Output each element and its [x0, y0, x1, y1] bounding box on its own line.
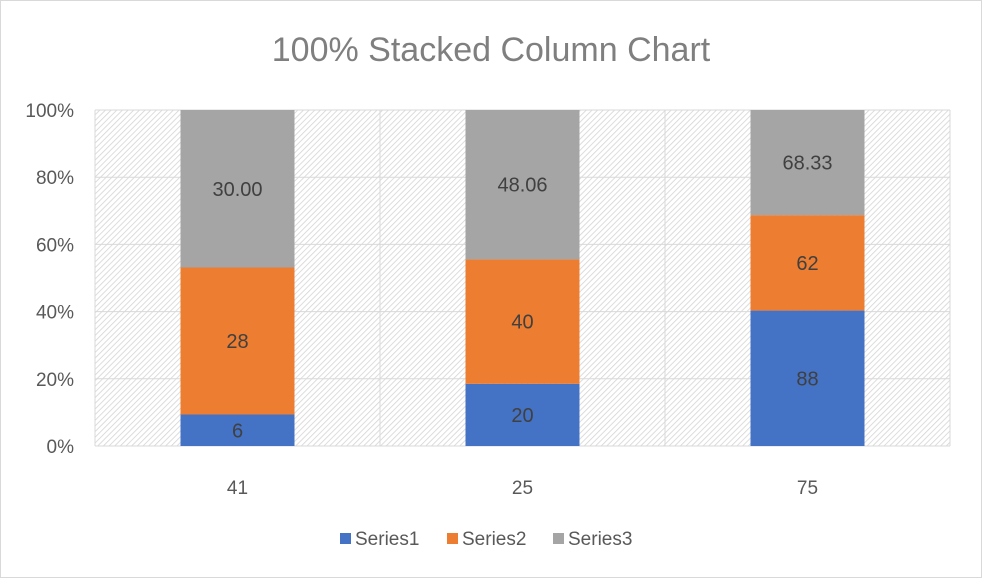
data-label-series3-25: 48.06: [497, 175, 547, 197]
data-label-series3-41: 30.00: [212, 179, 262, 201]
data-label-series2-25: 40: [511, 312, 533, 334]
bar-segment-series3-25: [465, 110, 580, 260]
bar-segment-series2-75: [750, 215, 865, 311]
bar-segment-series1-41: [180, 414, 295, 446]
data-label-series2-75: 62: [796, 253, 818, 275]
legend-label-series3: Series3: [568, 529, 632, 550]
legend-swatch-series1: [340, 533, 351, 544]
bar-segment-series3-41: [180, 110, 295, 268]
bar-segment-series3-75: [750, 110, 865, 216]
legend: Series1 Series2 Series3: [340, 529, 632, 550]
chart-title: 100% Stacked Column Chart: [272, 31, 711, 69]
y-tick-label: 40%: [36, 303, 74, 324]
x-tick-label: 41: [227, 478, 248, 499]
bar-segment-series1-25: [465, 383, 580, 446]
y-tick-label: 60%: [36, 235, 74, 256]
bar-segment-series2-25: [465, 259, 580, 384]
data-label-series1-75: 88: [796, 368, 818, 390]
y-tick-label: 0%: [47, 437, 75, 458]
legend-swatch-series2: [447, 533, 458, 544]
legend-swatch-series3: [553, 533, 564, 544]
y-axis: 0% 20% 40% 60% 80% 100%: [25, 101, 74, 458]
x-tick-label: 75: [797, 478, 818, 499]
y-tick-label: 100%: [25, 101, 74, 122]
legend-label-series2: Series2: [462, 529, 526, 550]
data-label-series2-41: 28: [226, 331, 248, 353]
bars: 6 28 30.00 20 40 48.06 88 62 68.33: [180, 110, 865, 446]
bar-segment-series2-41: [180, 267, 295, 415]
x-axis: 41 25 75: [227, 478, 818, 499]
bar-segment-series1-75: [750, 310, 865, 446]
data-label-series1-41: 6: [232, 420, 243, 442]
x-tick-label: 25: [512, 478, 533, 499]
data-label-series3-75: 68.33: [782, 153, 832, 175]
legend-label-series1: Series1: [355, 529, 419, 550]
y-tick-label: 80%: [36, 168, 74, 189]
data-label-series1-25: 20: [511, 405, 533, 427]
y-tick-label: 20%: [36, 370, 74, 391]
